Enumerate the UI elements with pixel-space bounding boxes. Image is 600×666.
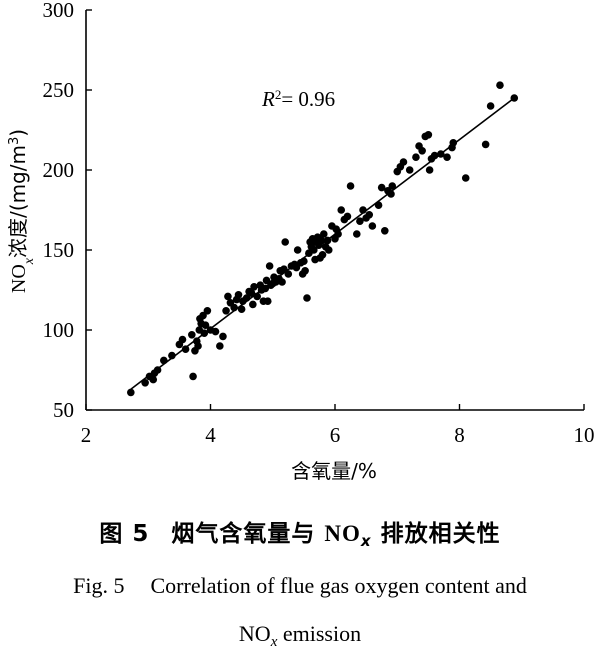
data-point — [127, 388, 135, 397]
figure-caption-chinese: 图 5 烟气含氧量与 NOx 排放相关性 — [0, 514, 600, 550]
data-point — [224, 292, 232, 301]
data-point — [263, 297, 272, 306]
data-point — [381, 227, 389, 235]
data-point — [178, 335, 187, 344]
caption-en-text-1: Correlation of flue gas oxygen content a… — [150, 573, 527, 598]
axes — [85, 10, 584, 411]
data-point — [194, 342, 202, 350]
caption-cn-text-1: 烟气含氧量与 — [171, 521, 325, 547]
y-tick-label: 100 — [43, 318, 75, 342]
data-point — [284, 270, 293, 278]
y-label-text: 浓度/(mg/m — [6, 145, 30, 258]
data-point — [189, 372, 197, 381]
data-point — [278, 278, 286, 286]
data-point — [149, 375, 158, 384]
caption-cn-text-2: 排放相关性 — [371, 521, 501, 547]
data-point — [418, 147, 426, 155]
caption-en-nox: NO — [238, 621, 271, 646]
data-point — [449, 139, 458, 147]
data-point — [181, 345, 190, 354]
data-point — [424, 131, 433, 139]
y-tick-label: 250 — [43, 78, 75, 102]
r-squared-annotation: R2= 0.96 — [261, 87, 335, 112]
data-points — [127, 81, 519, 397]
data-point — [219, 332, 227, 341]
data-point — [334, 230, 342, 238]
data-point — [352, 230, 361, 238]
data-point — [481, 140, 490, 149]
data-point — [365, 211, 374, 219]
data-point — [388, 182, 397, 190]
data-point — [337, 206, 346, 214]
data-point — [368, 222, 377, 230]
caption-cn-nox: NO — [324, 521, 361, 546]
y-axis-label: NOx浓度/(mg/m3) — [6, 129, 37, 293]
r-squared-value: = 0.96 — [281, 87, 335, 111]
caption-cn-nox-sub: x — [360, 532, 372, 550]
data-point — [301, 267, 309, 275]
caption-en-line-2: NOx emission — [0, 610, 600, 666]
caption-en-line-1: Fig. 5 Correlation of flue gas oxygen con… — [0, 562, 600, 610]
data-point — [346, 182, 355, 190]
data-point — [281, 238, 290, 246]
figure-number-cn: 图 5 — [99, 521, 150, 547]
data-point — [343, 212, 352, 221]
x-tick-label: 6 — [330, 423, 341, 447]
x-tick-label: 10 — [574, 423, 595, 447]
data-point — [234, 291, 243, 299]
data-point — [319, 230, 328, 238]
data-point — [203, 307, 212, 315]
data-point — [216, 342, 224, 350]
x-tick-label: 2 — [81, 423, 92, 447]
caption-en-nox-sub: x — [270, 634, 278, 650]
data-point — [188, 331, 196, 339]
r-squared-r: R — [261, 87, 275, 111]
data-point — [199, 311, 207, 320]
x-tick-label: 8 — [454, 423, 465, 447]
data-point — [293, 246, 302, 254]
data-point — [250, 283, 258, 291]
data-point — [461, 174, 470, 182]
data-point — [377, 183, 386, 192]
data-point — [318, 251, 327, 259]
y-tick-label: 300 — [43, 0, 75, 22]
data-point — [222, 307, 230, 315]
data-point — [303, 294, 311, 302]
data-point — [412, 153, 420, 161]
data-point — [211, 327, 220, 336]
data-point — [141, 379, 149, 387]
caption-en-text-2: emission — [277, 621, 362, 646]
y-tick-label: 150 — [43, 238, 75, 262]
data-point — [356, 217, 364, 225]
y-label-x: x — [22, 257, 37, 265]
data-point — [486, 102, 495, 110]
data-point — [496, 81, 504, 89]
data-point — [425, 166, 434, 174]
data-point — [399, 158, 408, 166]
data-point — [265, 262, 274, 270]
data-point — [262, 276, 271, 285]
y-tick-label: 50 — [53, 398, 74, 422]
y-label-no: NO — [8, 264, 30, 293]
figure-caption-english: Fig. 5 Correlation of flue gas oxygen con… — [0, 562, 600, 666]
x-tick-label: 4 — [205, 423, 216, 447]
data-point — [405, 166, 414, 174]
data-point — [443, 153, 451, 161]
ticks: 2 4 6 8 10 50 100 150 200 250 300 — [43, 0, 595, 447]
r-squared-sup: 2 — [275, 87, 282, 102]
y-label-sup: 3 — [7, 137, 22, 145]
y-tick-label: 200 — [43, 158, 75, 182]
x-axis-label: 含氧量/% — [291, 459, 377, 483]
regression-line — [130, 97, 515, 390]
data-point — [249, 300, 257, 309]
data-point — [324, 246, 333, 254]
figure-number-en: Fig. 5 — [73, 573, 125, 598]
y-label-end: ) — [6, 129, 30, 137]
data-point — [201, 321, 210, 330]
